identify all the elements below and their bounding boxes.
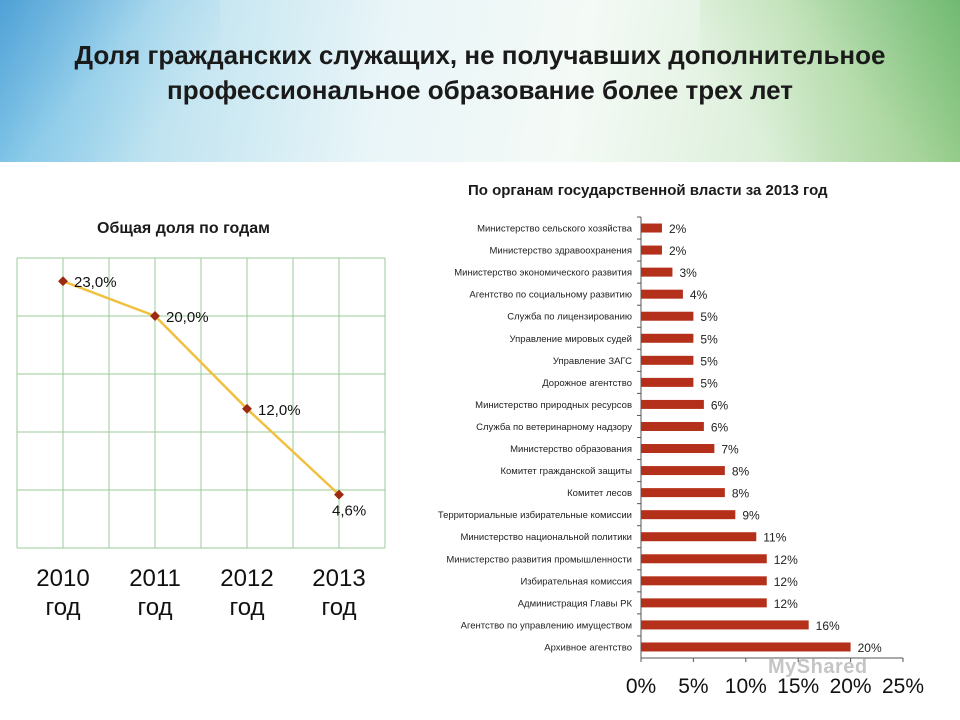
bar — [641, 444, 715, 454]
bar — [641, 399, 704, 409]
bar — [641, 289, 683, 299]
line-x-tick-label: 2010 год — [36, 565, 89, 621]
bar — [641, 642, 851, 652]
bar — [641, 576, 767, 586]
line-point — [334, 489, 344, 500]
bar — [641, 333, 694, 343]
bar-category-label: Министерство экономического развития — [454, 268, 632, 279]
bar-data-label: 20% — [858, 641, 882, 655]
bar-category-label: Комитет гражданской защиты — [500, 466, 632, 477]
line-chart: 23,0% 20,0% 12,0% 4,6% 2010 год 2011 год 2012 год… — [16, 257, 386, 621]
bar — [641, 488, 725, 498]
bar — [641, 466, 725, 476]
bar-data-label: 6% — [711, 420, 729, 434]
bar-x-tick-label: 15% — [777, 675, 819, 698]
bar-data-label: 5% — [700, 310, 718, 324]
bar-category-label: Комитет лесов — [567, 488, 632, 499]
bar-category-label: Служба по лицензированию — [507, 312, 632, 323]
line-data-label: 20,0% — [166, 309, 209, 326]
bar-category-label: Агентство по управлению имуществом — [461, 620, 632, 631]
bar-category-label: Министерство образования — [510, 444, 632, 455]
bar-data-label: 12% — [774, 553, 798, 567]
bar-data-label: 8% — [732, 465, 750, 479]
bar-category-label: Министерство сельского хозяйства — [477, 224, 633, 235]
line-x-tick-label: 2012 год — [220, 565, 273, 621]
bar-category-label: Министерство развития промышленности — [446, 554, 632, 565]
bar-category-label: Дорожное агентство — [542, 378, 632, 389]
bar-x-tick-label: 25% — [882, 675, 924, 698]
bar-data-label: 12% — [774, 575, 798, 589]
line-x-tick-label: 2013 год — [312, 565, 365, 621]
line-data-label: 12,0% — [258, 402, 301, 419]
bar-data-label: 7% — [721, 443, 739, 457]
bar-data-label: 6% — [711, 398, 729, 412]
bar-category-label: Министерство национальной политики — [460, 532, 632, 543]
bar — [641, 355, 694, 365]
bar — [641, 377, 694, 387]
bar — [641, 620, 809, 630]
bar-chart-title: По органам государственной власти за 201… — [468, 182, 828, 199]
bar-data-label: 5% — [700, 332, 718, 346]
bar-data-label: 16% — [816, 619, 840, 633]
line-data-label: 23,0% — [74, 274, 117, 291]
bar-category-label: Служба по ветеринарному надзору — [476, 422, 632, 433]
bar-category-label: Министерство природных ресурсов — [475, 400, 632, 411]
bar-category-label: Управление мировых судей — [510, 334, 632, 345]
bar-category-label: Управление ЗАГС — [553, 356, 632, 367]
bar-category-label: Агентство по социальному развитию — [469, 290, 632, 301]
line-chart-title: Общая доля по годам — [97, 220, 270, 237]
bar-data-label: 4% — [690, 288, 708, 302]
bar — [641, 510, 736, 520]
bar-data-label: 8% — [732, 487, 750, 501]
bar-category-label: Территориальные избирательные комиссии — [438, 510, 632, 521]
bar-x-tick-label: 10% — [725, 675, 767, 698]
bar-category-label: Архивное агентство — [544, 642, 632, 653]
bar-data-label: 11% — [763, 531, 786, 545]
bar-data-label: 2% — [669, 244, 687, 258]
line-series — [62, 280, 340, 496]
line-point — [150, 311, 160, 321]
bar-data-label: 9% — [742, 509, 760, 523]
bar — [641, 223, 662, 233]
bar — [641, 554, 767, 564]
bar-category-label: Избирательная комиссия — [520, 576, 632, 587]
bar — [641, 311, 694, 321]
slide-title: Доля гражданских служащих, не получавших… — [74, 40, 886, 105]
bar-x-tick-label: 5% — [678, 675, 708, 698]
bar-data-label: 5% — [700, 354, 718, 368]
bar-data-label: 2% — [669, 222, 687, 236]
line-data-label: 4,6% — [332, 503, 366, 520]
watermark: MyShared — [768, 656, 868, 678]
bar — [641, 598, 767, 608]
bar-category-label: Администрация Главы РК — [518, 598, 633, 609]
bar — [641, 267, 673, 277]
line-point — [242, 403, 252, 414]
line-x-tick-label: 2011 год — [129, 565, 181, 621]
bar — [641, 421, 704, 431]
bar-x-tick-label: 20% — [830, 675, 872, 698]
bar-data-label: 12% — [774, 597, 798, 611]
bar — [641, 245, 662, 255]
bar-category-label: Министерство здравоохранения — [490, 246, 633, 257]
bar-data-label: 5% — [700, 376, 718, 390]
bar-data-label: 3% — [679, 266, 697, 280]
bar — [641, 532, 757, 542]
bar-x-tick-label: 0% — [626, 675, 656, 698]
title-banner — [0, 0, 960, 162]
